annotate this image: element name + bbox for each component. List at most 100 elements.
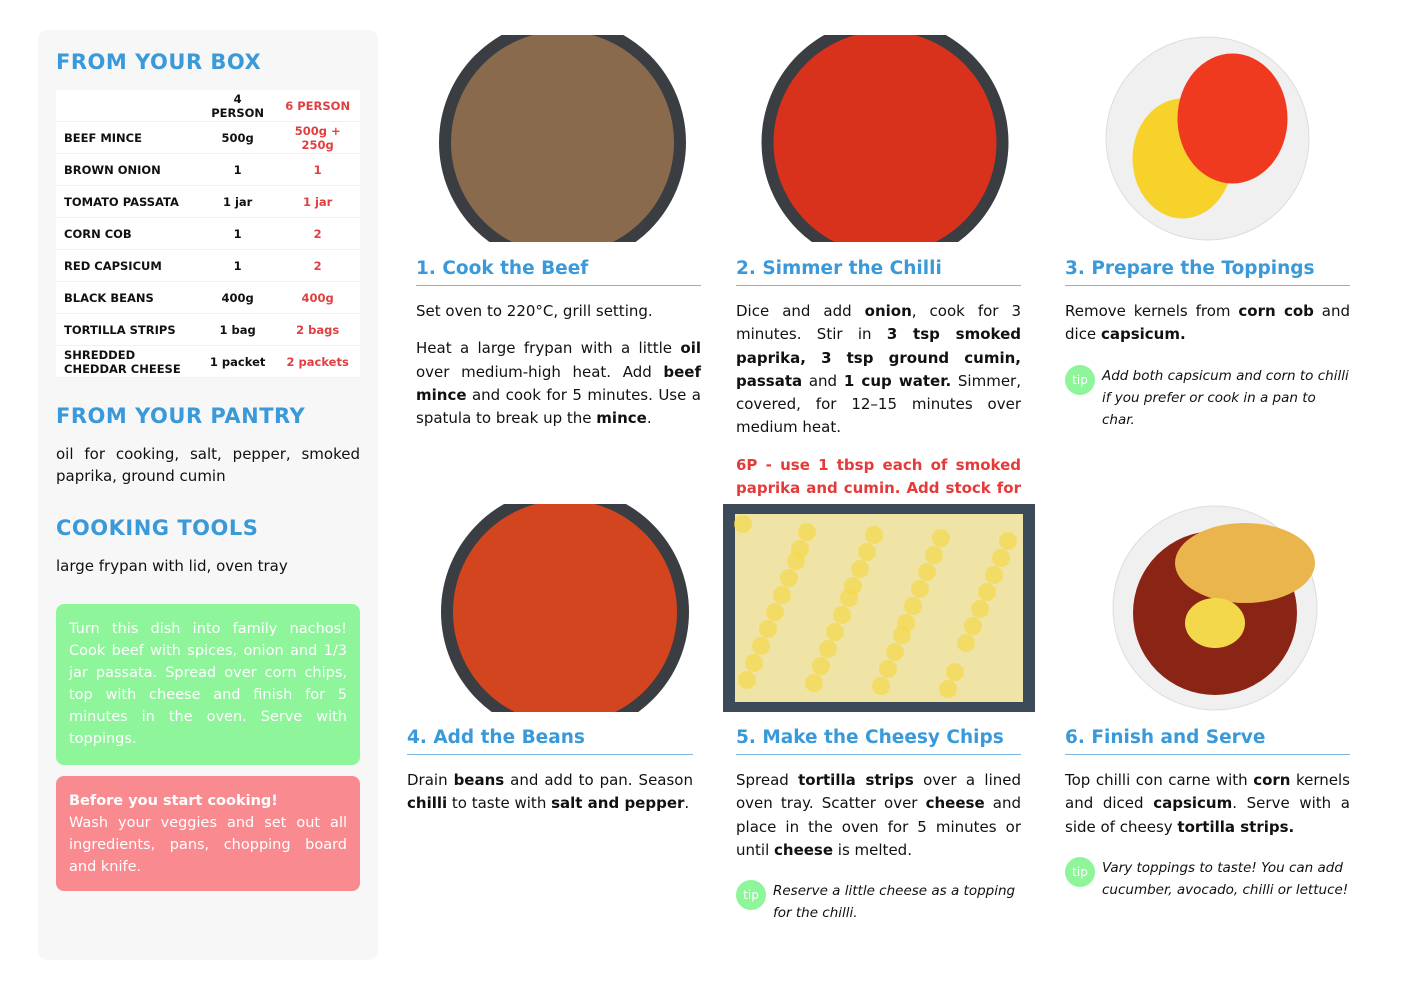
cheese	[865, 526, 883, 544]
table-cell: 500g	[200, 121, 276, 154]
cheese	[833, 606, 851, 624]
cheese	[971, 600, 989, 618]
food	[451, 35, 674, 242]
table-cell: 1	[200, 217, 276, 250]
bold-run: chilli	[407, 794, 448, 813]
table-cell: BEEF MINCE	[56, 121, 200, 154]
cheese	[925, 546, 943, 564]
cheese	[858, 543, 876, 561]
table-cell: BLACK BEANS	[56, 281, 200, 314]
text-run: Simmer, covered, for 12–15 minutes over …	[736, 371, 1021, 437]
tip-text: Add both capsicum and corn to chilli if …	[1102, 367, 1349, 428]
cheese	[745, 654, 763, 672]
cheese	[766, 603, 784, 621]
table-row: BLACK BEANS 400g 400g	[56, 281, 360, 314]
bold-run: beef mince	[416, 362, 701, 404]
text-run: and place in the oven for 5 minutes or u…	[736, 794, 1021, 859]
tip-text: Vary toppings to taste! You can add cucu…	[1102, 859, 1349, 898]
cheese	[879, 660, 897, 678]
cheese	[798, 523, 816, 541]
bold-run: tortilla strips.	[1177, 817, 1295, 836]
bold-run: salt and pepper	[551, 794, 685, 813]
table-row: BEEF MINCE 500g 500g + 250g	[56, 121, 360, 154]
step-text: Top chilli con carne with corn kernels a…	[1065, 769, 1350, 839]
chips	[1175, 523, 1315, 603]
table-cell: 2	[275, 217, 360, 250]
text-run: over medium-high heat. Add	[416, 362, 664, 381]
tip-badge: tip	[736, 880, 766, 911]
tip: tip Add both capsicum and corn to chilli …	[1065, 364, 1350, 431]
step-title: 4. Add the Beans	[407, 727, 693, 755]
table-row: CORN COB 1 2	[56, 217, 360, 250]
food	[453, 504, 677, 712]
text-run: . Serve with a side of cheesy	[1065, 794, 1350, 836]
table-row: BROWN ONION 1 1	[56, 153, 360, 186]
table-cell: 1	[200, 249, 276, 282]
bold-run: corn cob	[1238, 302, 1314, 320]
capsicum	[1177, 53, 1288, 184]
step-title: 3. Prepare the Toppings	[1065, 258, 1350, 286]
cheese	[932, 529, 950, 547]
text-run: and cook for 5 minutes. Use a spatula to…	[416, 385, 701, 428]
text-run: Set oven to 220°C, grill setting.	[416, 302, 653, 320]
bold-run: 1 cup water.	[843, 371, 952, 390]
pantry-text: oil for cooking, salt, pepper, smoked pa…	[56, 445, 360, 485]
table-cell: 1 bag	[200, 313, 276, 346]
step-photo	[761, 35, 1009, 242]
step-title: 5. Make the Cheesy Chips	[736, 727, 1021, 755]
text-run: is melted.	[833, 840, 912, 859]
table-cell: 1 jar	[200, 185, 276, 218]
text-run: Spread	[736, 771, 799, 789]
step-text: Drain beans and add to pan. Season chill…	[407, 769, 693, 816]
cheese	[911, 580, 929, 598]
text-run: and add to pan. Season	[504, 771, 693, 789]
bold-run: oil	[680, 339, 701, 358]
table-cell: 1 packet	[200, 345, 276, 378]
cheese	[791, 540, 809, 558]
tip-box: Turn this dish into family nachos! Cook …	[56, 604, 360, 765]
step: 5. Make the Cheesy Chips Spread tortilla …	[736, 727, 1021, 924]
tip-text: Reserve a little cheese as a topping for…	[773, 883, 1016, 922]
table-cell: 1 jar	[275, 185, 360, 218]
bold-run: capsicum	[1153, 794, 1233, 813]
step: 3. Prepare the Toppings Remove kernels fr…	[1065, 258, 1350, 431]
step: 2. Simmer the Chilli Dice and add onion, …	[736, 258, 1021, 524]
cheese	[826, 623, 844, 641]
cheese	[918, 563, 936, 581]
bold-run: mince	[596, 409, 647, 428]
ingredients-table: 4 PERSON 6 PERSON BEEF MINCE 500g 500g + 250…	[56, 90, 360, 378]
text-run: Top chilli con carne with	[1065, 771, 1254, 789]
cheese	[946, 663, 964, 681]
cheese	[985, 566, 1003, 584]
tip: tip Vary toppings to taste! You can add c…	[1065, 856, 1350, 901]
cheese	[738, 671, 756, 689]
corn	[1185, 598, 1245, 648]
cheese	[780, 569, 798, 587]
sidebar: FROM YOUR BOX 4 PERSON 6 PERSON BEEF MINCE…	[38, 30, 378, 960]
text-run: .	[646, 409, 652, 428]
step-title: 1. Cook the Beef	[416, 258, 701, 286]
table-cell: TOMATO PASSATA	[56, 185, 200, 218]
bold-run: cheese	[925, 794, 985, 813]
cheese	[773, 586, 791, 604]
cheese	[734, 515, 752, 533]
step-title: 2. Simmer the Chilli	[736, 258, 1021, 286]
cheese	[964, 617, 982, 635]
notice-title: Before you start cooking!	[69, 793, 278, 809]
tip-badge: tip	[1065, 856, 1095, 887]
step-photo	[1105, 36, 1310, 241]
text-run: Heat a large frypan with a little	[416, 339, 681, 358]
bold-run: corn	[1253, 771, 1291, 789]
table-cell: 400g	[200, 281, 276, 314]
table-cell: 400g	[275, 281, 360, 314]
text-run: and	[802, 371, 844, 390]
table-cell: 500g + 250g	[275, 121, 360, 154]
cheese	[805, 674, 823, 692]
cheese	[872, 677, 890, 695]
step-photo	[1112, 505, 1318, 711]
text-run: , cook for 3 minutes. Stir in	[736, 302, 1021, 344]
table-cell: CORN COB	[56, 217, 200, 250]
table-cell: 2 packets	[275, 345, 360, 378]
box-title: FROM YOUR BOX	[56, 50, 262, 74]
tools-title: COOKING TOOLS	[56, 516, 259, 540]
